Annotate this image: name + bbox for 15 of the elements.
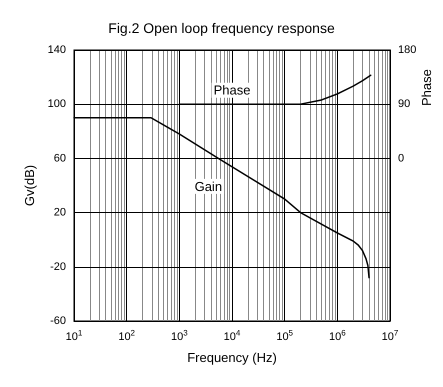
x-axis-title: Frequency (Hz) (187, 350, 277, 365)
y-tick-label: -60 (50, 315, 66, 327)
series-label: Gain (194, 178, 222, 194)
y-axis-title: Gv(dB) (22, 164, 37, 206)
y-tick-label: -20 (50, 260, 66, 273)
y2-tick-label: 0 (398, 152, 404, 164)
y-tick-label: 20 (54, 206, 66, 219)
y-tick-label: 140 (48, 44, 66, 56)
y2-axis-title: Phase (419, 69, 434, 106)
chart-title: Fig.2 Open loop frequency response (108, 20, 335, 36)
y2-tick-label: 90 (398, 98, 410, 110)
series-label: Phase (214, 82, 250, 98)
y-tick-label: 100 (48, 98, 66, 110)
y-tick-label: 60 (54, 152, 66, 164)
y2-tick-label: 180 (398, 44, 416, 56)
